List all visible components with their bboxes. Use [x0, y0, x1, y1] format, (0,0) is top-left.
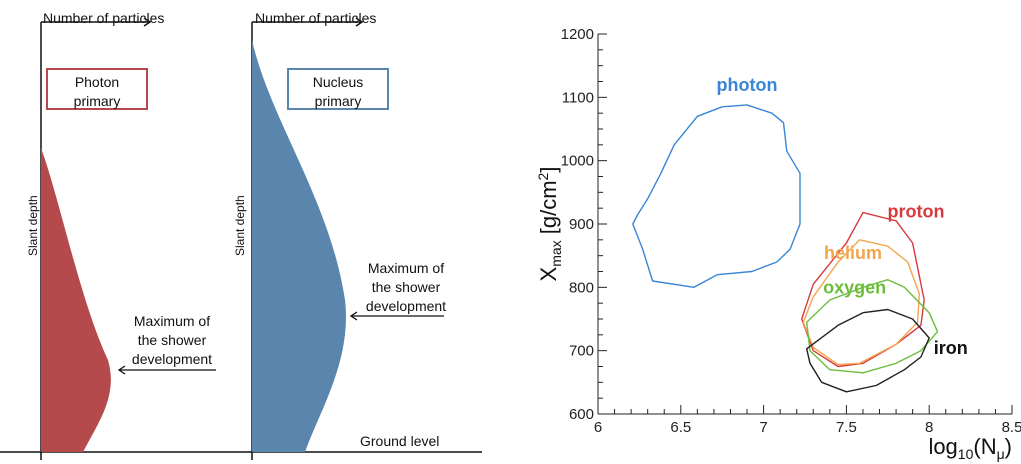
series-label-proton: proton: [887, 202, 944, 222]
nucleus-ann-line3: development: [365, 298, 447, 314]
nucleus-axis-arrowhead: [355, 17, 364, 27]
x-axis-label: log10(Nμ): [928, 434, 1012, 462]
photon-ann-line1: Maximum of: [133, 313, 211, 329]
series-label-photon: photon: [717, 75, 778, 95]
x-tick-label: 8.5: [1002, 419, 1021, 436]
photon-shower-profile: [41, 148, 111, 452]
nucleus-primary-box: Nucleus primary: [287, 68, 389, 110]
contour-oxygen: [806, 279, 939, 374]
contour-helium: [802, 239, 920, 366]
photon-box-line2: primary: [73, 93, 121, 109]
nucleus-shower-profile: [252, 40, 346, 452]
photon-ann-line3: development: [131, 351, 213, 367]
series-label-oxygen: oxygen: [823, 278, 886, 298]
nucleus-ann-line2: the shower: [371, 279, 441, 295]
photon-primary-box: Photon primary: [46, 68, 148, 110]
contour-iron: [806, 308, 930, 393]
x-tick-label: 7.5: [836, 419, 857, 436]
ground-level-label: Ground level: [360, 433, 440, 449]
photon-max-arrowhead: [117, 365, 126, 375]
nucleus-box-line1: Nucleus: [312, 74, 364, 90]
series-label-helium: helium: [824, 243, 882, 263]
x-tick-label: 8: [925, 419, 933, 436]
photon-max-annotation: Maximum of the shower development: [122, 312, 222, 369]
photon-axis-arrowhead: [143, 17, 152, 27]
nucleus-box-line2: primary: [314, 93, 362, 109]
y-axis-label: Xmax [g/cm2]: [535, 167, 564, 282]
y-tick-label: 1000: [561, 153, 594, 170]
y-tick-label: 800: [569, 279, 594, 296]
x-tick-label: 6: [594, 419, 602, 436]
x-tick-label: 7: [759, 419, 767, 436]
y-tick-label: 1100: [562, 89, 594, 106]
photon-box-line1: Photon: [74, 74, 120, 90]
y-tick-label: 1200: [561, 26, 594, 43]
photon-ylabel: Number of particles: [43, 10, 165, 26]
y-tick-label: 700: [569, 343, 594, 360]
y-tick-label: 600: [569, 406, 594, 423]
nucleus-ylabel: Number of particles: [255, 10, 377, 26]
nucleus-ann-line1: Maximum of: [367, 260, 445, 276]
x-tick-label: 6.5: [670, 419, 691, 436]
photon-ann-line2: the shower: [137, 332, 207, 348]
contour-photon: [632, 104, 801, 288]
nucleus-max-arrowhead: [349, 311, 358, 321]
series-label-iron: iron: [934, 338, 968, 358]
nucleus-max-annotation: Maximum of the shower development: [356, 259, 456, 316]
contour-proton: [801, 211, 925, 368]
y-tick-label: 900: [569, 216, 594, 233]
